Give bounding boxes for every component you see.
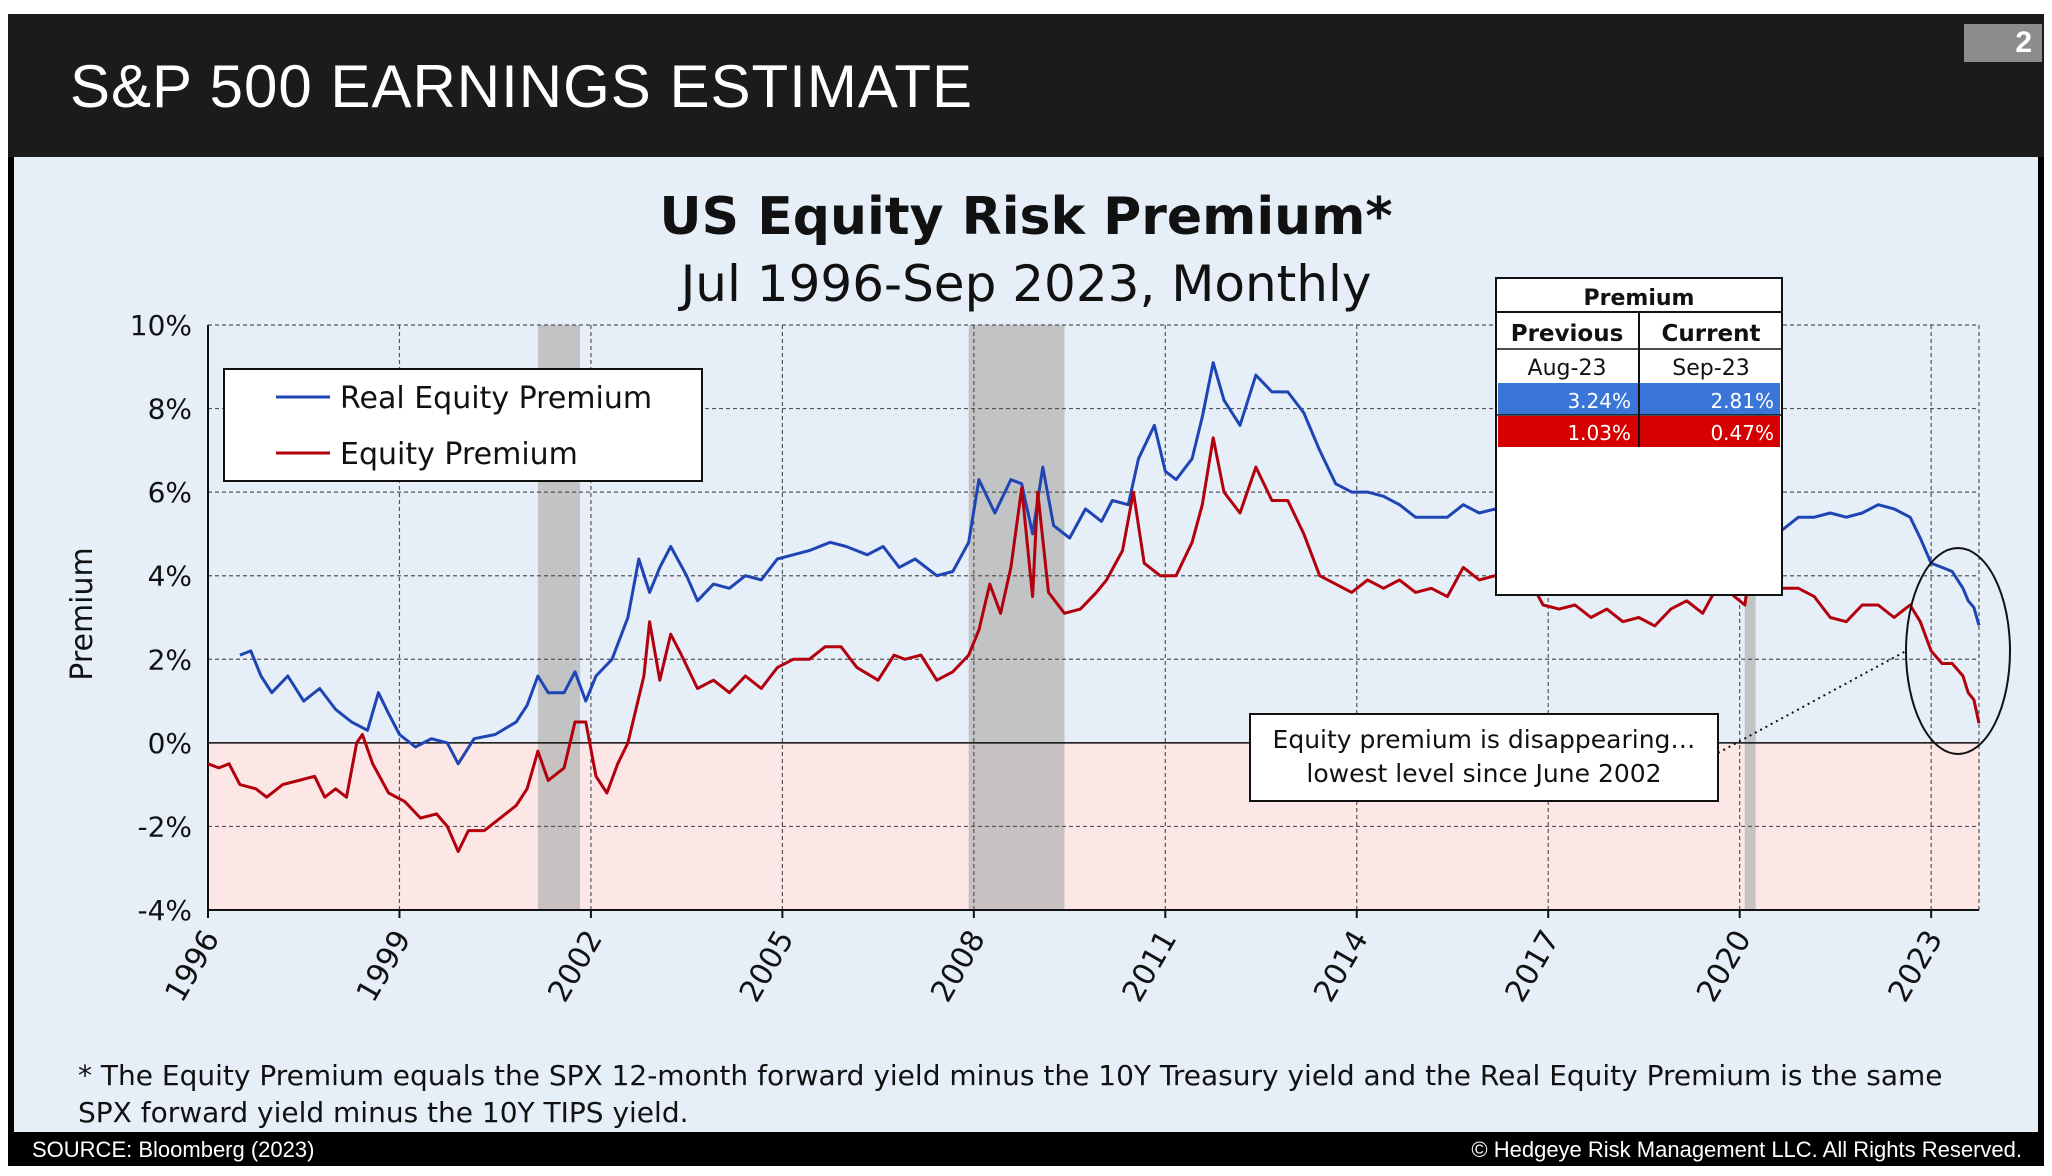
table-real-curr: 2.81% <box>1710 389 1774 413</box>
y-tick-label: 4% <box>148 560 192 593</box>
equity-premium-chart: -4% -2% 0% 2% 4% 6% 8% 10% 1996 1999 2002 2005 2008… <box>65 277 2011 1009</box>
legend-label-real: Real Equity Premium <box>340 381 652 416</box>
table-col-current: Current <box>1662 321 1761 347</box>
chart-title: US Equity Risk Premium* <box>659 187 1393 247</box>
y-tick-label: 2% <box>148 643 192 676</box>
y-tick-label: 8% <box>148 393 192 426</box>
x-tick-label: 2023 <box>1882 925 1950 1009</box>
table-real-prev: 3.24% <box>1567 389 1631 413</box>
table-title: Premium <box>1584 286 1695 311</box>
legend: Real Equity Premium Equity Premium <box>223 368 703 482</box>
chart-panel: US Equity Risk Premium* Jul 1996-Sep 202… <box>14 157 2038 1132</box>
x-tick-label: 2008 <box>924 925 992 1009</box>
x-tick-label: 2020 <box>1690 925 1758 1009</box>
y-tick-label: 10% <box>130 309 192 342</box>
y-tick-label: 6% <box>148 476 192 509</box>
y-axis-label: Premium <box>65 547 100 681</box>
premium-table: Premium Previous Current Aug-23 Sep-23 3… <box>1495 277 1783 596</box>
chart-subtitle: Jul 1996-Sep 2023, Monthly <box>680 255 1372 313</box>
x-tick-label: 2002 <box>541 925 609 1009</box>
slide-title: S&P 500 EARNINGS ESTIMATE <box>70 53 974 120</box>
table-prev-period: Aug-23 <box>1528 356 1607 381</box>
x-tick-label: 2014 <box>1307 925 1375 1009</box>
annotation-line2: lowest level since June 2002 <box>1306 759 1661 788</box>
slide-frame: S&P 500 EARNINGS ESTIMATE 2 US Equity Ri… <box>8 14 2044 1166</box>
x-tick-label: 1999 <box>350 925 418 1009</box>
annotation-line1: Equity premium is disappearing… <box>1273 725 1696 754</box>
recession-band <box>968 325 1065 910</box>
annotation: Equity premium is disappearing… lowest l… <box>1249 547 2011 802</box>
x-tick-label: 2011 <box>1116 925 1184 1009</box>
table-eq-curr: 0.47% <box>1710 421 1774 445</box>
table-eq-prev: 1.03% <box>1567 421 1631 445</box>
y-tick-label: 0% <box>148 727 192 760</box>
recession-band <box>1744 325 1756 910</box>
page-number-badge: 2 <box>1964 24 2042 62</box>
gridlines <box>207 324 1980 918</box>
y-tick-label: -2% <box>137 810 192 843</box>
copyright-text: © Hedgeye Risk Management LLC. All Right… <box>1471 1137 2022 1162</box>
slide-footer: SOURCE: Bloomberg (2023) © Hedgeye Risk … <box>8 1132 2044 1166</box>
highlight-ellipse <box>1905 547 2011 755</box>
source-text: SOURCE: Bloomberg (2023) <box>32 1137 315 1162</box>
x-tick-labels: 1996 1999 2002 2005 2008 2011 2014 2017 2020 2023 <box>158 925 1950 1009</box>
legend-label-equity: Equity Premium <box>340 437 578 472</box>
table-col-previous: Previous <box>1511 321 1624 347</box>
x-tick-label: 1996 <box>158 925 226 1009</box>
y-tick-labels: -4% -2% 0% 2% 4% 6% 8% 10% <box>130 309 192 927</box>
table-curr-period: Sep-23 <box>1672 356 1749 381</box>
series-line-equity-premium <box>207 436 1981 853</box>
y-tick-label: -4% <box>137 894 192 927</box>
x-tick-label: 2005 <box>733 925 801 1009</box>
footnote: * The Equity Premium equals the SPX 12-m… <box>78 1059 1943 1129</box>
slide-header: S&P 500 EARNINGS ESTIMATE 2 <box>8 14 2044 157</box>
x-tick-label: 2017 <box>1499 925 1567 1009</box>
